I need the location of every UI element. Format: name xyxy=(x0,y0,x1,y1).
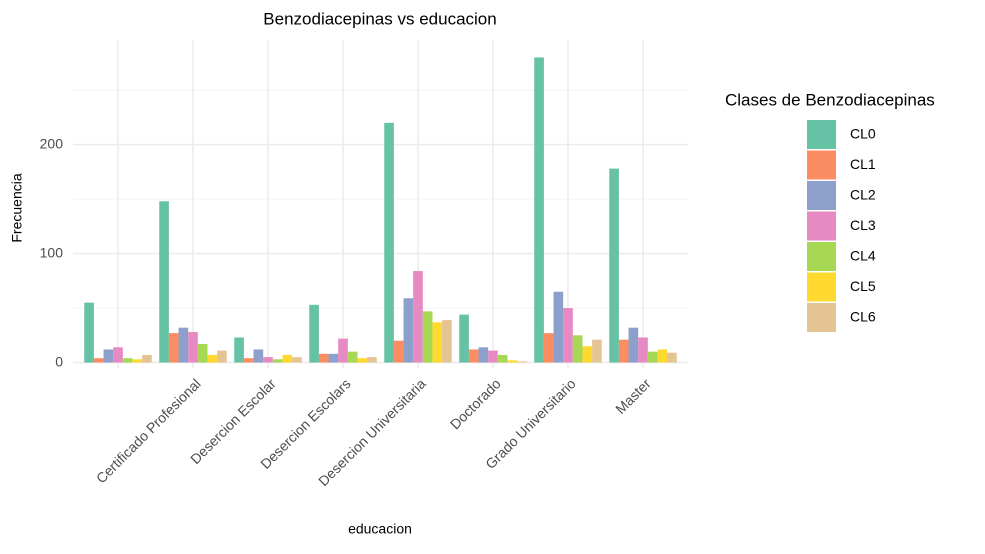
bar xyxy=(422,311,433,363)
bar xyxy=(234,337,244,363)
bar xyxy=(563,308,573,363)
bar xyxy=(384,122,394,363)
bar xyxy=(618,339,629,363)
bar xyxy=(647,351,658,363)
bar xyxy=(159,201,169,363)
legend-label: CL4 xyxy=(850,248,876,264)
bar xyxy=(534,57,544,363)
bar xyxy=(217,350,227,363)
bar xyxy=(263,357,273,363)
bar xyxy=(309,304,319,363)
legend-label: CL0 xyxy=(850,126,876,142)
y-axis-label: Frecuencia xyxy=(9,173,25,242)
legend-label: CL1 xyxy=(850,156,876,172)
bar xyxy=(357,358,368,363)
y-tick-label: 100 xyxy=(40,244,64,260)
x-axis-label: educacion xyxy=(348,521,412,537)
x-tick-label: Master xyxy=(612,375,654,417)
bar xyxy=(168,333,179,363)
bar xyxy=(338,338,348,363)
bar xyxy=(132,359,143,363)
bar xyxy=(667,352,677,363)
legend-key xyxy=(807,303,836,332)
bar xyxy=(243,358,254,363)
bar xyxy=(178,327,189,363)
bar xyxy=(93,358,104,363)
legend-key xyxy=(807,211,836,241)
bar xyxy=(122,358,133,363)
bar xyxy=(442,320,452,363)
bar xyxy=(113,347,123,363)
bar xyxy=(507,360,518,363)
bar xyxy=(609,168,619,363)
bar xyxy=(403,298,414,363)
bar xyxy=(197,344,208,363)
bar xyxy=(488,350,498,363)
bar xyxy=(367,357,377,363)
bar xyxy=(459,314,469,363)
bar xyxy=(318,353,329,363)
bar xyxy=(497,354,508,363)
legend-key xyxy=(807,272,836,302)
bar xyxy=(592,339,602,363)
bar xyxy=(84,302,94,363)
legend-key xyxy=(807,150,836,180)
x-tick-label: Doctorado xyxy=(447,375,504,432)
legend-title: Clases de Benzodiacepinas xyxy=(725,90,935,109)
chart-title: Benzodiacepinas vs educacion xyxy=(263,9,496,28)
legend-label: CL2 xyxy=(850,187,876,203)
bar xyxy=(188,332,198,363)
bar xyxy=(142,354,152,363)
legend-label: CL5 xyxy=(850,278,876,294)
bar xyxy=(553,291,564,363)
y-tick-label: 0 xyxy=(55,353,63,369)
y-tick-label: 200 xyxy=(40,135,64,151)
bar xyxy=(207,354,218,363)
bar xyxy=(582,346,593,363)
legend-key xyxy=(807,181,836,210)
bar xyxy=(628,327,639,363)
legend-label: CL6 xyxy=(850,309,876,325)
legend-key xyxy=(807,242,836,271)
bar xyxy=(393,340,404,363)
bar xyxy=(657,349,668,363)
bar xyxy=(413,271,423,363)
bar xyxy=(468,349,479,363)
legend-label: CL3 xyxy=(850,217,876,233)
x-tick-label: Certificado Profesional xyxy=(93,375,204,486)
bar xyxy=(432,322,443,363)
bar xyxy=(272,359,283,363)
bar xyxy=(103,349,114,363)
bar xyxy=(638,337,648,363)
bar xyxy=(328,353,339,363)
bar xyxy=(292,357,302,363)
bar xyxy=(347,351,358,363)
bar xyxy=(282,354,293,363)
legend-key xyxy=(807,120,836,149)
bar xyxy=(253,349,264,363)
bar xyxy=(478,347,489,363)
bar xyxy=(543,333,554,363)
bar xyxy=(572,335,583,363)
bar xyxy=(517,361,527,363)
